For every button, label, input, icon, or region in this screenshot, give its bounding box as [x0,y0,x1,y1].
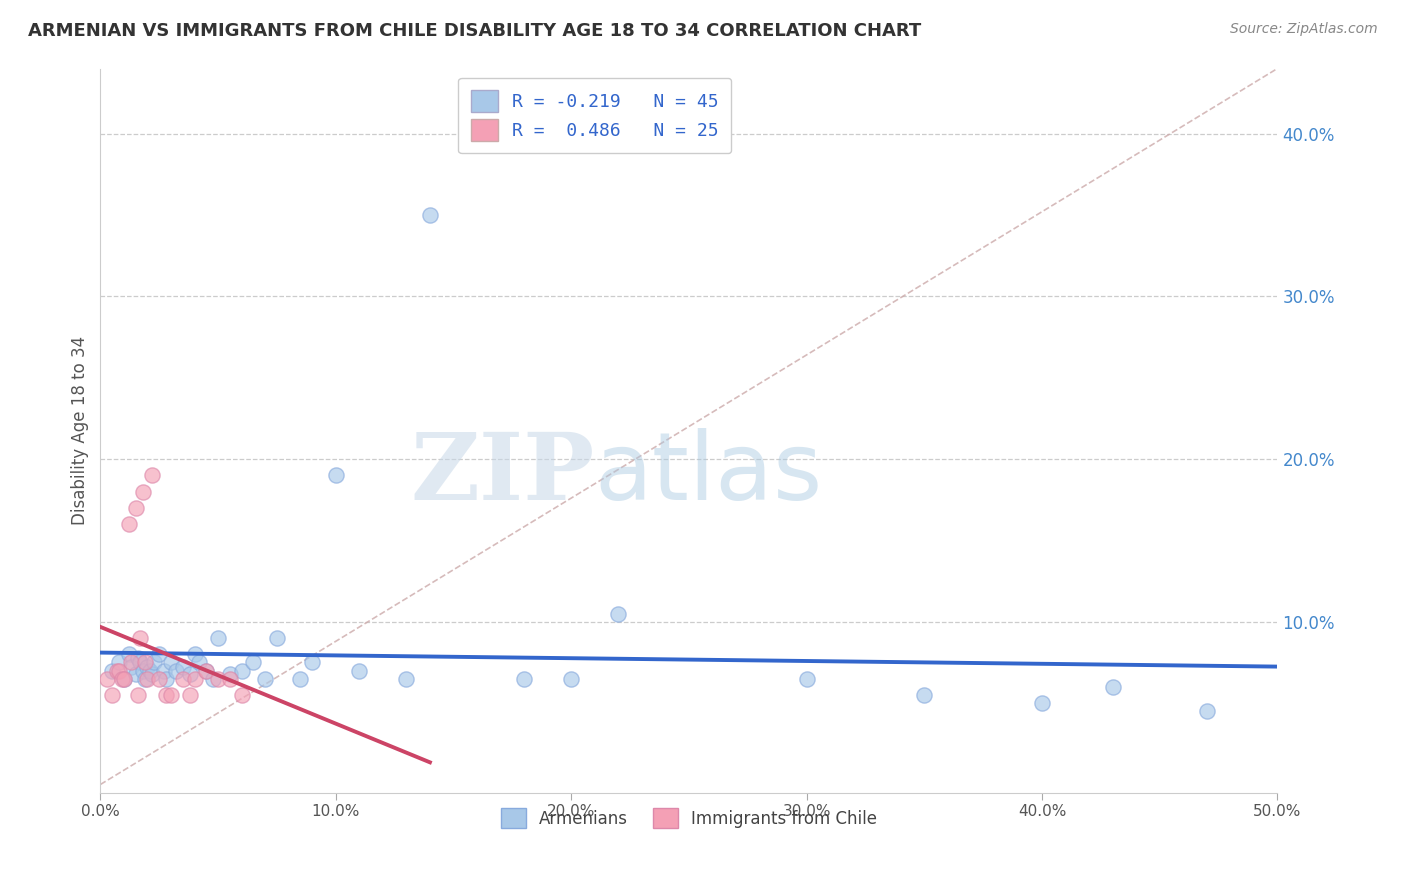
Text: atlas: atlas [595,428,823,520]
Point [132,484,155,499]
Text: Source: ZipAtlas.com: Source: ZipAtlas.com [1230,22,1378,37]
Point [141,666,163,681]
Point [139,664,162,678]
Point [419,208,441,222]
Point [127,688,149,702]
Point [1031,696,1053,710]
Point [101,664,124,678]
Text: ZIP: ZIP [411,429,595,519]
Point [231,688,253,702]
Point [132,664,155,678]
Point [301,656,323,670]
Point [202,672,225,686]
Point [796,672,818,686]
Point [101,688,124,702]
Point [134,672,156,686]
Point [179,688,201,702]
Point [143,656,166,670]
Point [188,656,211,670]
Point [513,672,536,686]
Point [560,672,582,686]
Point [136,660,159,674]
Point [134,656,156,670]
Y-axis label: Disability Age 18 to 34: Disability Age 18 to 34 [72,336,89,525]
Point [207,631,229,645]
Point [96,672,118,686]
Point [155,688,177,702]
Point [141,468,163,483]
Point [1195,704,1218,718]
Point [160,656,183,670]
Text: ARMENIAN VS IMMIGRANTS FROM CHILE DISABILITY AGE 18 TO 34 CORRELATION CHART: ARMENIAN VS IMMIGRANTS FROM CHILE DISABI… [28,22,921,40]
Point [155,672,177,686]
Point [290,672,312,686]
Point [183,648,205,662]
Legend: Armenians, Immigrants from Chile: Armenians, Immigrants from Chile [494,801,884,835]
Point [395,672,418,686]
Point [108,656,131,670]
Point [136,672,159,686]
Point [124,500,146,515]
Point [117,648,139,662]
Point [912,688,935,702]
Point [148,672,170,686]
Point [183,672,205,686]
Point [110,672,132,686]
Point [105,664,128,678]
Point [172,660,194,674]
Point [218,672,240,686]
Point [153,664,176,678]
Point [160,688,183,702]
Point [129,631,152,645]
Point [112,672,135,686]
Point [172,672,194,686]
Point [195,664,218,678]
Point [195,664,218,678]
Point [120,656,142,670]
Point [231,664,253,678]
Point [349,664,371,678]
Point [1101,680,1123,694]
Point [127,650,149,665]
Point [148,648,170,662]
Point [108,664,131,678]
Point [179,666,201,681]
Point [117,517,139,532]
Point [165,664,187,678]
Point [218,666,240,681]
Point [242,656,264,670]
Point [129,656,152,670]
Point [254,672,277,686]
Point [607,607,630,621]
Point [325,468,347,483]
Point [266,631,288,645]
Point [124,666,146,681]
Point [207,672,229,686]
Point [120,660,142,674]
Point [112,672,135,686]
